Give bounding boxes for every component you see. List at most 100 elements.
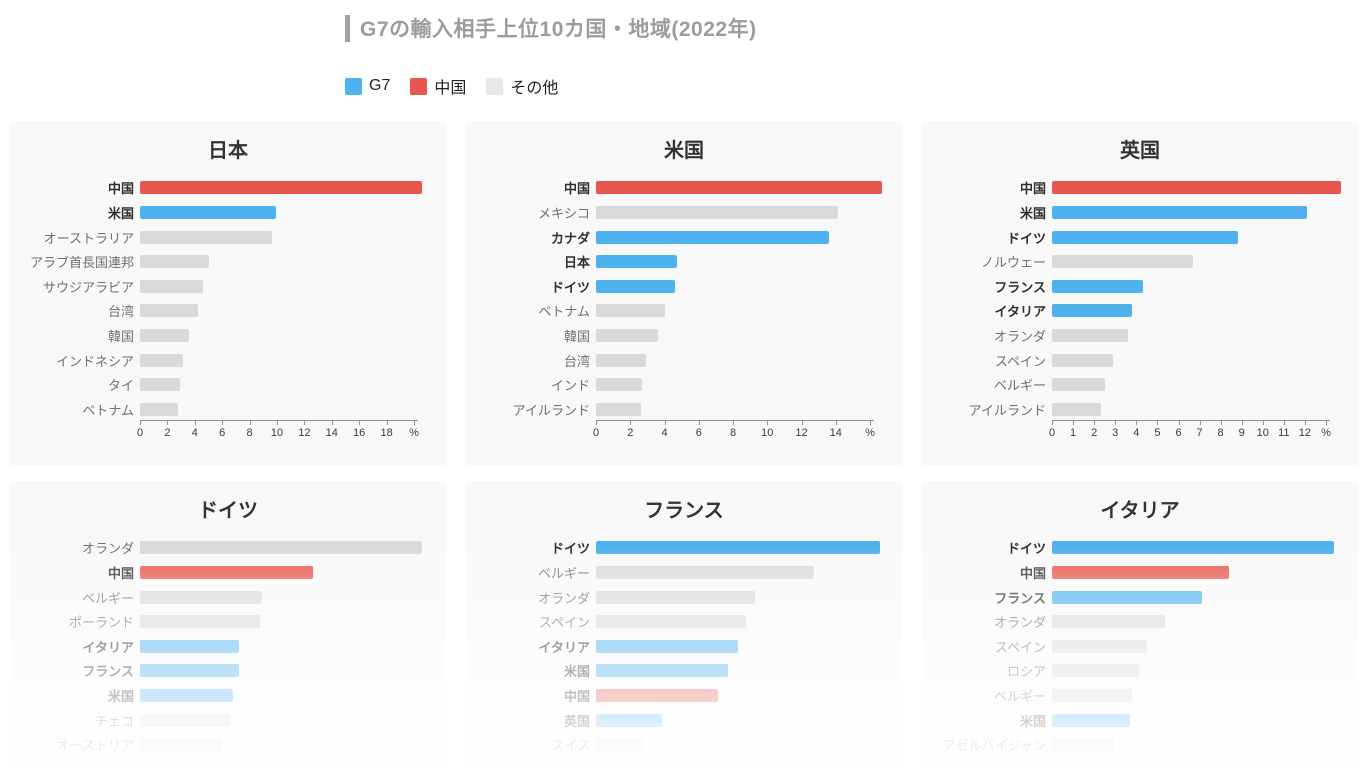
other-color-swatch [486, 77, 504, 95]
bar-label: ベルギー [993, 689, 1046, 705]
axis-tick-mark [1157, 421, 1159, 425]
axis-tick-label: % [409, 427, 419, 439]
axis-tick-label: % [865, 427, 875, 439]
bar-label: 米国 [563, 664, 590, 680]
bar-other [1052, 353, 1114, 367]
bar-other [596, 566, 815, 580]
bar-g7 [596, 230, 829, 244]
bar-row: ポーランド [10, 610, 446, 635]
bar-label: 韓国 [107, 329, 134, 345]
chart-panel-us: 米国 中国 メキシコ カナダ 日本 ドイツ ベトナム 韓国 台湾 インド アイルランド 0 2 4 6 8… [466, 121, 902, 465]
bar-other [140, 402, 179, 416]
bar-label: フランス [82, 664, 134, 680]
bar-row: 米国 [466, 659, 902, 684]
axis-tick-label: 12 [795, 427, 808, 439]
bar-label: イタリア [82, 639, 134, 655]
bar-row: 台湾 [466, 348, 902, 373]
bar-row: アゼルバイジャン [922, 733, 1358, 758]
bar-label: 中国 [1019, 566, 1046, 582]
bar-g7 [140, 689, 233, 703]
axis-tick-label: 4 [191, 427, 198, 439]
bar-row: ドイツ [466, 536, 902, 561]
axis-tick-mark [733, 421, 734, 425]
bar-label: 韓国 [563, 329, 590, 345]
axis-tick-mark [1115, 421, 1117, 425]
bar-other [140, 541, 423, 555]
bar-row: 韓国 [466, 323, 902, 348]
bar-label: 米国 [1019, 713, 1046, 729]
chart-panel-germany: ドイツ オランダ 中国 ベルギー ポーランド イタリア フランス 米国 チェコ オーストリア [10, 481, 446, 768]
bar-label: オランダ [993, 615, 1046, 631]
bar-label: 中国 [1019, 181, 1046, 197]
bar-other [596, 329, 658, 343]
china-color-swatch [410, 77, 428, 95]
bar-row: 米国 [922, 200, 1358, 225]
bar-label: 中国 [563, 181, 590, 197]
axis-tick-mark [698, 421, 700, 425]
axis-tick-mark [1326, 421, 1327, 425]
bar-row: 中国 [10, 176, 446, 201]
axis-tick-label: 7 [1196, 427, 1203, 439]
bar-china [1052, 181, 1341, 195]
bar-other [140, 378, 180, 392]
chart-title: 英国 [1120, 140, 1160, 162]
bar-g7 [140, 664, 239, 678]
bar-other [1052, 329, 1128, 343]
bar-label: ベルギー [537, 566, 590, 582]
bar-label: 中国 [563, 689, 590, 705]
axis-tick-mark [801, 421, 803, 425]
legend: G7 中国 その他 [345, 74, 558, 98]
bar-label: インド [550, 378, 590, 394]
bar-row: サウジアラビア [10, 274, 446, 299]
bar-row: オランダ [10, 536, 446, 561]
axis-tick-label: 14 [325, 427, 338, 439]
bar-row: スペイン [466, 610, 902, 635]
legend-item-china: 中国 [410, 74, 466, 98]
bar-label: アゼルバイジャン [942, 738, 1046, 754]
bar-row: アイルランド [466, 397, 902, 422]
bar-g7 [1052, 206, 1307, 220]
bar-g7 [1052, 279, 1143, 293]
bar-other [1052, 689, 1133, 703]
axis-tick-label: 6 [219, 427, 226, 439]
bar-row: アラブ首長国連邦 [10, 250, 446, 275]
bar-other [596, 378, 643, 392]
bar-label: 日本 [563, 255, 590, 271]
bar-row: 韓国 [10, 323, 446, 348]
axis-tick-label: 8 [246, 427, 253, 439]
legend-item-g7: G7 [345, 77, 390, 95]
axis-tick-label: 5 [1154, 427, 1161, 439]
bar-other [1052, 378, 1105, 392]
axis-tick-mark [1262, 421, 1264, 425]
bar-label: 中国 [107, 181, 134, 197]
bar-row: チェコ [10, 708, 446, 733]
x-axis: 0 2 4 6 8 10 12 14 16 18% [137, 420, 419, 442]
bar-row: オランダ [466, 585, 902, 610]
bar-label: オランダ [81, 541, 134, 557]
bar-label: 台湾 [107, 304, 134, 320]
axis-tick-mark [767, 421, 769, 425]
bar-row: イタリア [466, 634, 902, 659]
bar-row: 米国 [10, 683, 446, 708]
bar-g7 [596, 639, 739, 653]
bar-other [140, 279, 203, 293]
bar-label: ノルウェー [980, 255, 1046, 271]
bar-label: インドネシア [55, 353, 134, 369]
axis-tick-label: 12 [298, 427, 311, 439]
bar-row: 中国 [466, 176, 902, 201]
bar-g7 [596, 664, 728, 678]
axis-tick-label: 14 [829, 427, 842, 439]
bar-g7 [596, 279, 675, 293]
bar-other [1052, 255, 1194, 269]
bar-label: チェコ [94, 713, 134, 729]
axis-tick-label: 2 [164, 427, 171, 439]
axis-tick-mark [277, 421, 278, 425]
bar-row: ベルギー [466, 560, 902, 585]
bar-row: オーストラリア [10, 225, 446, 250]
axis-tick-label: 8 [729, 427, 737, 439]
bar-other [596, 353, 646, 367]
bar-label: 中国 [107, 566, 134, 582]
bar-row: インドネシア [10, 348, 446, 373]
bar-other [596, 206, 838, 220]
x-axis: 0 1 2 3 4 5 6 7 8 9 10 11 12% [1049, 420, 1331, 442]
